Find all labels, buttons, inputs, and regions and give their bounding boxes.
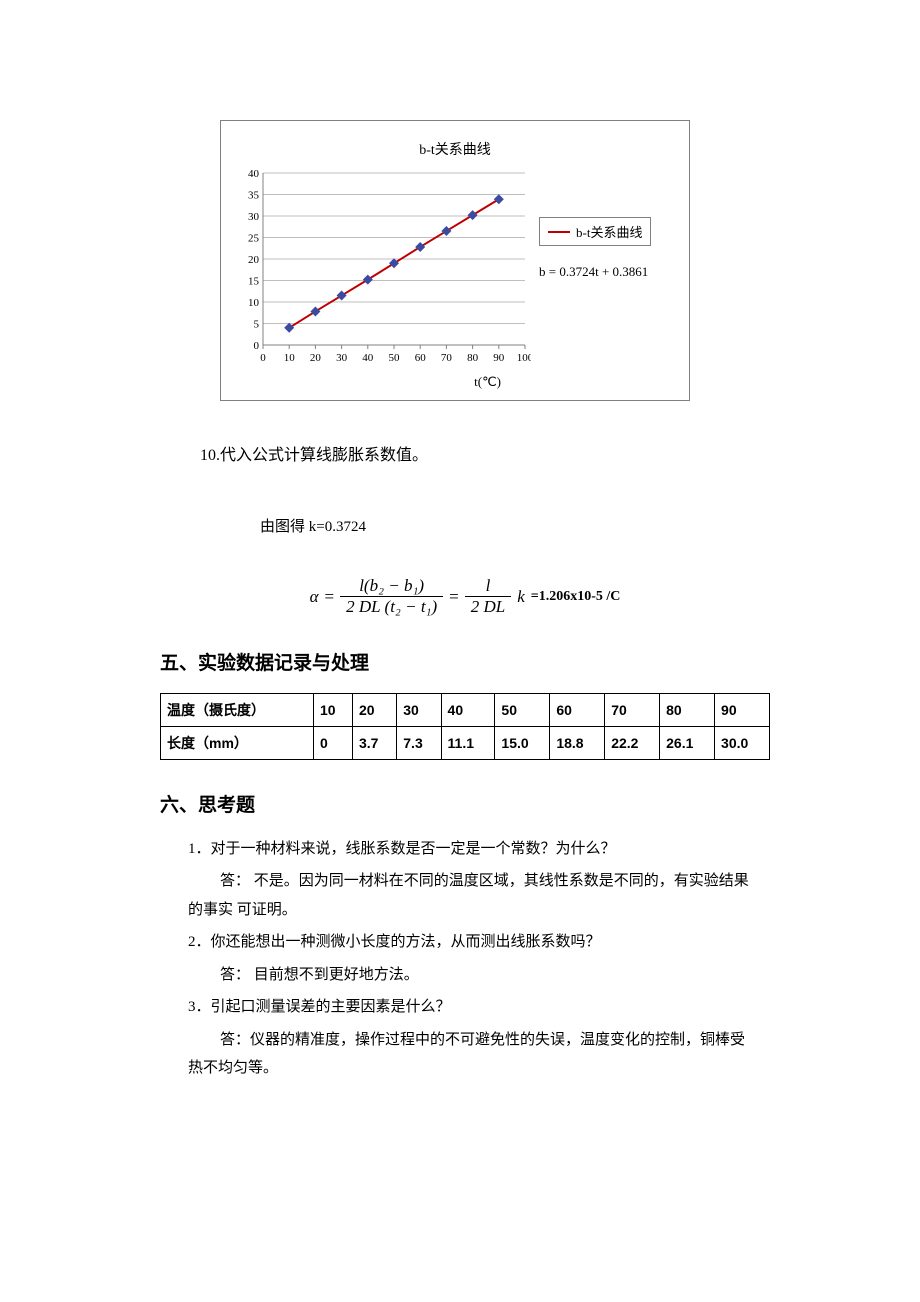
table-cell: 80 bbox=[660, 693, 715, 726]
chart-side: b-t关系曲线 b = 0.3724t + 0.3861 bbox=[531, 167, 679, 280]
row-label: 长度（mm） bbox=[161, 726, 314, 759]
svg-text:30: 30 bbox=[336, 352, 348, 364]
svg-text:35: 35 bbox=[248, 190, 260, 202]
svg-text:20: 20 bbox=[248, 254, 260, 266]
svg-text:30: 30 bbox=[248, 211, 260, 223]
table-cell: 3.7 bbox=[352, 726, 396, 759]
table-row: 长度（mm）03.77.311.115.018.822.226.130.0 bbox=[161, 726, 770, 759]
x-axis-label: t(℃) bbox=[231, 374, 531, 390]
question-1: 1．对于一种材料来说，线胀系数是否一定是一个常数？为什么？ bbox=[188, 835, 770, 864]
answer-2: 答： 目前想不到更好地方法。 bbox=[220, 961, 770, 990]
table-cell: 22.2 bbox=[605, 726, 660, 759]
svg-text:90: 90 bbox=[493, 352, 505, 364]
formula-num2: l bbox=[465, 576, 511, 597]
svg-text:0: 0 bbox=[254, 340, 260, 352]
formula-num1: l(b₂ − b₁) bbox=[340, 576, 443, 597]
formula-fraction-1: l(b₂ − b₁) 2 DL (t₂ − t₁) bbox=[340, 576, 443, 618]
section-5-heading: 五、实验数据记录与处理 bbox=[160, 648, 770, 675]
page: b-t关系曲线 05101520253035400102030405060708… bbox=[0, 0, 920, 1302]
svg-text:25: 25 bbox=[248, 233, 260, 245]
answer-1a: 答： 不是。因为同一材料在不同的温度区域，其线性系数是不同的，有实验结果 bbox=[220, 867, 770, 896]
answer-3a: 答：仪器的精准度，操作过程中的不可避免性的失误，温度变化的控制，铜棒受 bbox=[220, 1026, 770, 1055]
table-cell: 7.3 bbox=[397, 726, 441, 759]
svg-text:10: 10 bbox=[284, 352, 296, 364]
step-10-text: 10.代入公式计算线膨胀系数值。 bbox=[200, 441, 770, 465]
qa-block: 1．对于一种材料来说，线胀系数是否一定是一个常数？为什么？ 答： 不是。因为同一… bbox=[160, 835, 770, 1083]
table-cell: 50 bbox=[495, 693, 550, 726]
alpha-formula: α = l(b₂ − b₁) 2 DL (t₂ − t₁) = l 2 DL k… bbox=[310, 576, 621, 618]
chart-legend: b-t关系曲线 bbox=[539, 217, 651, 246]
chart-plot: 0 5 10 15 20 25 30 35 40 0 10 20 30 40 50 60 70 80 90 100 t… bbox=[231, 167, 531, 390]
question-2: 2．你还能想出一种测微小长度的方法，从而测出线胀系数吗？ bbox=[188, 928, 770, 957]
table-cell: 18.8 bbox=[550, 726, 605, 759]
formula-result: =1.206x10-5 /C bbox=[531, 589, 621, 605]
legend-label: b-t关系曲线 bbox=[576, 222, 642, 241]
chart-title: b-t关系曲线 bbox=[231, 139, 679, 159]
table-cell: 26.1 bbox=[660, 726, 715, 759]
table-cell: 60 bbox=[550, 693, 605, 726]
svg-text:40: 40 bbox=[248, 168, 260, 180]
line-chart-svg: 0 5 10 15 20 25 30 35 40 0 10 20 30 40 50 60 70 80 90 100 bbox=[231, 167, 531, 367]
formula-tail: k bbox=[517, 587, 525, 607]
table-cell: 15.0 bbox=[495, 726, 550, 759]
answer-1b: 的事实 可证明。 bbox=[188, 896, 770, 925]
data-table: 温度（摄氏度）102030405060708090 长度（mm）03.77.31… bbox=[160, 693, 770, 760]
formula-fraction-2: l 2 DL bbox=[465, 576, 511, 618]
svg-text:50: 50 bbox=[389, 352, 401, 364]
table-cell: 90 bbox=[715, 693, 770, 726]
chart-container: b-t关系曲线 0 5 10 15 20 25 30 35 40 0 10 20 30 40 50 60 70 8… bbox=[220, 120, 690, 401]
table-cell: 20 bbox=[352, 693, 396, 726]
svg-text:40: 40 bbox=[362, 352, 374, 364]
formula-lhs: α bbox=[310, 587, 319, 607]
svg-text:60: 60 bbox=[415, 352, 427, 364]
svg-text:80: 80 bbox=[467, 352, 479, 364]
formula-den1: 2 DL (t₂ − t₁) bbox=[340, 597, 443, 617]
svg-text:15: 15 bbox=[248, 276, 260, 288]
answer-3b: 热不均匀等。 bbox=[188, 1054, 770, 1083]
question-3: 3．引起口测量误差的主要因素是什么？ bbox=[188, 993, 770, 1022]
svg-text:100: 100 bbox=[517, 352, 531, 364]
trendline-equation: b = 0.3724t + 0.3861 bbox=[539, 264, 679, 280]
svg-text:10: 10 bbox=[248, 297, 260, 309]
svg-text:20: 20 bbox=[310, 352, 322, 364]
table-row: 温度（摄氏度）102030405060708090 bbox=[161, 693, 770, 726]
formula-block: α = l(b₂ − b₁) 2 DL (t₂ − t₁) = l 2 DL k… bbox=[160, 576, 770, 618]
table-cell: 0 bbox=[314, 726, 353, 759]
table-cell: 30 bbox=[397, 693, 441, 726]
table-cell: 11.1 bbox=[441, 726, 495, 759]
svg-text:5: 5 bbox=[254, 319, 260, 331]
table-cell: 40 bbox=[441, 693, 495, 726]
chart-row: 0 5 10 15 20 25 30 35 40 0 10 20 30 40 50 60 70 80 90 100 t… bbox=[231, 167, 679, 390]
section-6-heading: 六、思考题 bbox=[160, 790, 770, 817]
svg-text:70: 70 bbox=[441, 352, 453, 364]
svg-text:0: 0 bbox=[260, 352, 266, 364]
table-cell: 10 bbox=[314, 693, 353, 726]
table-cell: 70 bbox=[605, 693, 660, 726]
legend-line-icon bbox=[548, 231, 570, 233]
row-label: 温度（摄氏度） bbox=[161, 693, 314, 726]
formula-den2: 2 DL bbox=[465, 597, 511, 617]
derived-k-text: 由图得 k=0.3724 bbox=[260, 515, 770, 536]
table-cell: 30.0 bbox=[715, 726, 770, 759]
